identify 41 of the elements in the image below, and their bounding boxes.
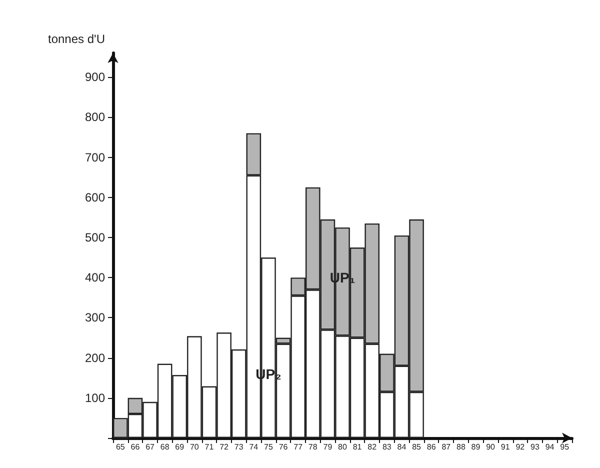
x-tick-label: 66 xyxy=(130,442,140,452)
x-tick-label: 73 xyxy=(234,442,244,452)
x-tick-label: 74 xyxy=(249,442,259,452)
x-tick-label: 72 xyxy=(220,442,230,452)
x-tick-label: 81 xyxy=(352,442,362,452)
y-tick-label: 100 xyxy=(84,390,106,405)
x-tick-label: 82 xyxy=(368,442,378,452)
x-tick-label: 86 xyxy=(426,442,436,452)
x-tick-label: 67 xyxy=(146,442,156,452)
x-tick-label: 80 xyxy=(338,442,348,452)
x-tick-label: 68 xyxy=(160,442,170,452)
y-tick-label: 800 xyxy=(84,110,106,124)
x-tick-label: 94 xyxy=(545,442,555,452)
y-tick-label: 200 xyxy=(84,350,106,365)
x-tick-label: 76 xyxy=(278,442,288,452)
x-tick-label: 92 xyxy=(516,442,526,452)
x-tick-label: 71 xyxy=(204,442,214,452)
y-tick-label: 600 xyxy=(84,190,106,204)
y-tick-label: 500 xyxy=(84,230,106,244)
x-tick-label: 93 xyxy=(530,442,540,452)
x-tick-label: 91 xyxy=(500,442,510,452)
x-tick-label: 87 xyxy=(442,442,452,452)
x-tick-label: 84 xyxy=(397,442,407,452)
x-tick-label: 65 xyxy=(116,442,126,452)
x-tick-label: 70 xyxy=(190,442,200,452)
y-tick-label: 700 xyxy=(84,150,106,164)
x-tick-label: 85 xyxy=(412,442,422,452)
x-tick-label: 69 xyxy=(175,442,185,452)
y-tick-label: 400 xyxy=(84,270,106,285)
x-tick-label: 79 xyxy=(323,442,333,452)
x-tick-label: 88 xyxy=(456,442,466,452)
x-tick-label: 90 xyxy=(486,442,496,452)
x-tick-label: 83 xyxy=(382,442,392,452)
x-tick-label: 89 xyxy=(471,442,481,452)
y-tick-label: 900 xyxy=(84,70,106,84)
y-axis-title: tonnes d'U xyxy=(48,32,105,46)
x-tick-label: 78 xyxy=(308,442,318,452)
x-tick-label: 77 xyxy=(294,442,304,452)
x-tick-label: 75 xyxy=(264,442,274,452)
y-tick-label: 300 xyxy=(84,310,106,325)
x-tick-label: 95 xyxy=(560,442,570,452)
